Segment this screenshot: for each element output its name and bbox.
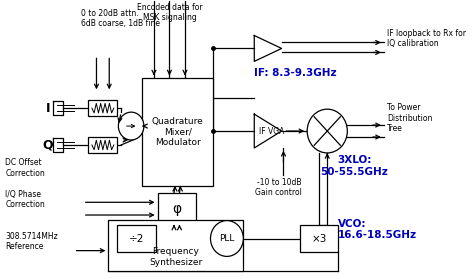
Bar [109,220,243,271]
Text: IF VGA: IF VGA [259,127,284,136]
Text: φ: φ [172,202,181,216]
Text: Quadrature
Mixer/
Modulator: Quadrature Mixer/ Modulator [152,117,203,147]
Circle shape [210,221,243,256]
Text: IF: 8.3-9.3GHz: IF: 8.3-9.3GHz [254,68,337,78]
Text: Q: Q [43,138,54,151]
Text: To Power
Distribution
Tree: To Power Distribution Tree [387,103,433,133]
Text: PLL: PLL [219,234,235,243]
Bar [142,78,213,186]
Bar [300,225,338,252]
Bar [118,225,156,252]
Text: -10 to 10dB
Gain control: -10 to 10dB Gain control [255,178,302,197]
Polygon shape [254,35,282,61]
Bar [88,137,118,153]
Text: Encoded data for
MSK signaling: Encoded data for MSK signaling [137,3,202,22]
Circle shape [118,112,144,140]
Text: I: I [46,102,50,115]
Text: ×3: ×3 [311,234,327,244]
Text: 308.5714MHz
Reference: 308.5714MHz Reference [5,232,58,251]
Text: VCO:
16.6-18.5GHz: VCO: 16.6-18.5GHz [338,219,417,240]
Text: 3XLO:
50-55.5GHz: 3XLO: 50-55.5GHz [321,155,389,177]
Text: 0 to 20dB attn.
6dB coarse, 1dB fine: 0 to 20dB attn. 6dB coarse, 1dB fine [81,9,160,28]
Bar [88,100,118,116]
Text: IF loopback to Rx for
IQ calibration: IF loopback to Rx for IQ calibration [387,29,466,48]
Text: DC Offset
Correction: DC Offset Correction [5,158,45,177]
Text: ÷2: ÷2 [129,234,144,244]
Text: Frequency
Synthesizer: Frequency Synthesizer [149,247,202,266]
Bar [157,193,196,225]
Circle shape [307,109,347,153]
Polygon shape [254,114,282,148]
Text: I/Q Phase
Correction: I/Q Phase Correction [5,190,45,210]
